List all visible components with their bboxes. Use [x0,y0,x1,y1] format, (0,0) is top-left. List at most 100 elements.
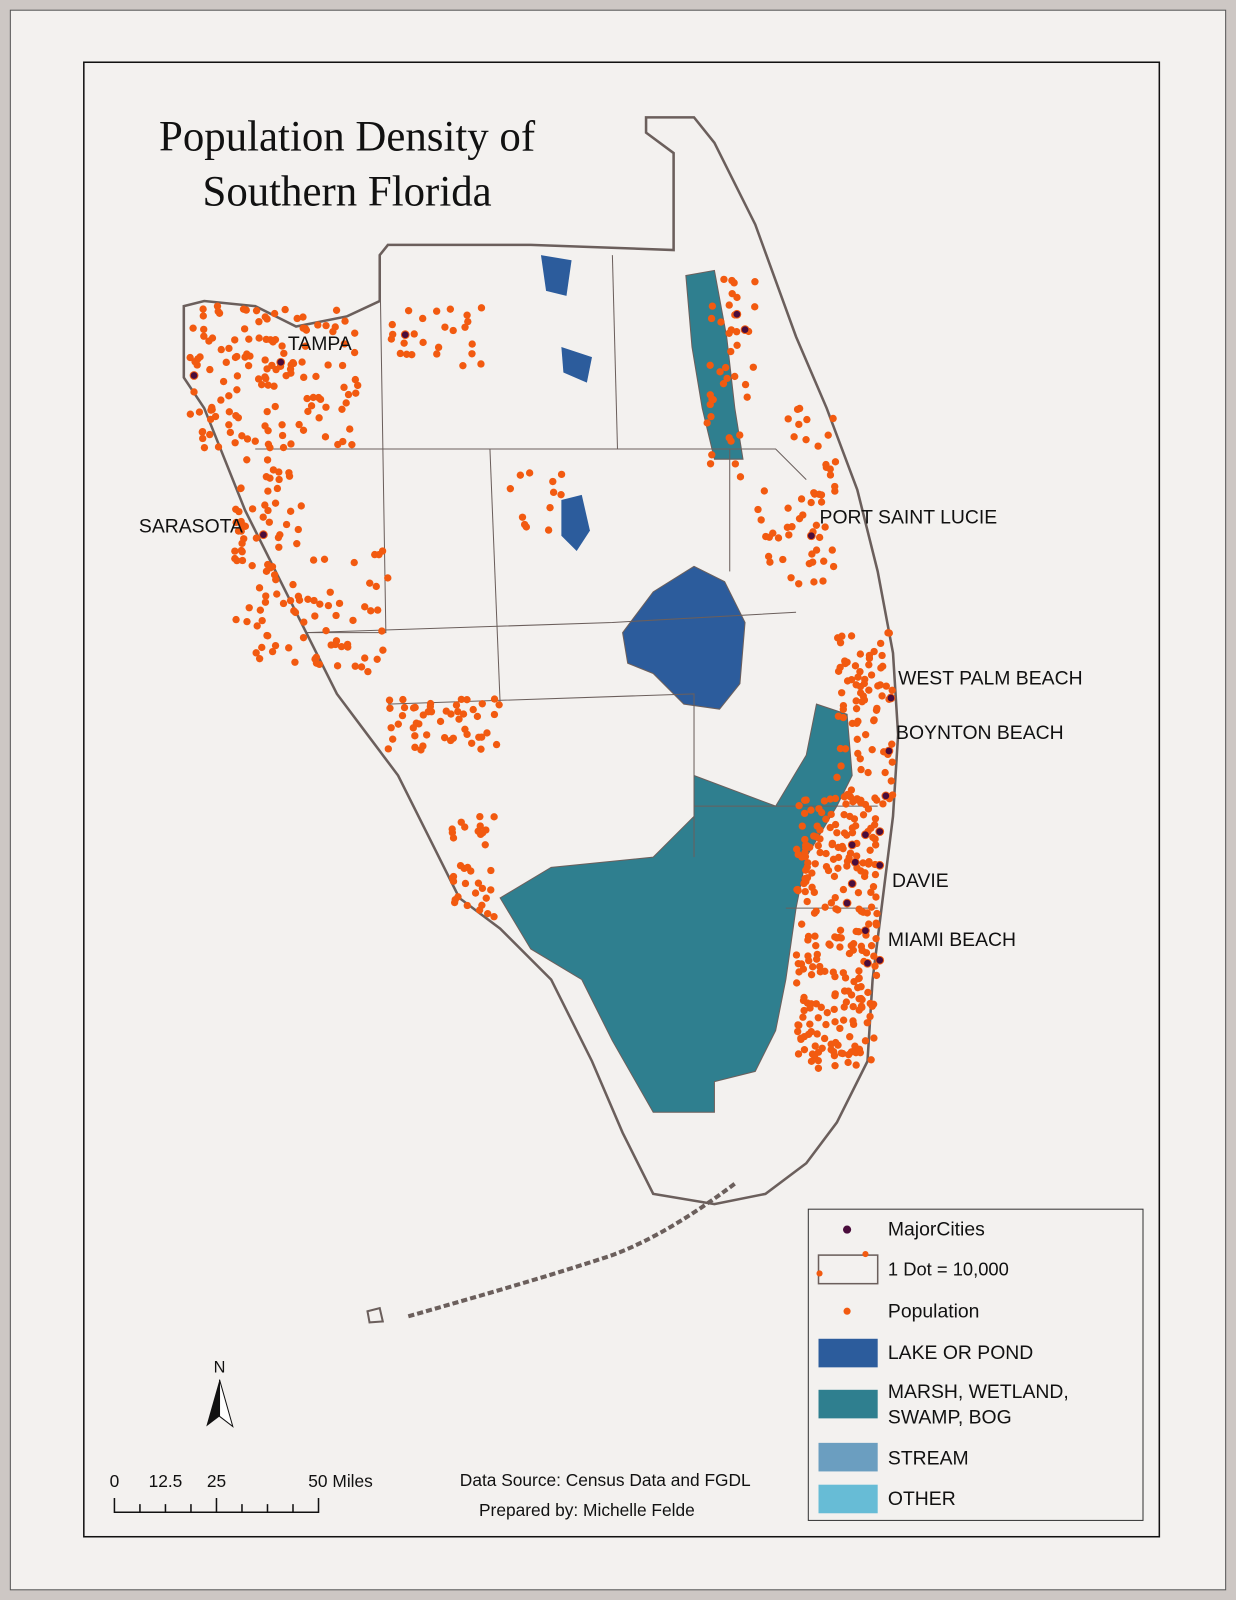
population-dot [831,990,839,998]
legend-city-symbol [843,1225,852,1234]
city-dot [847,879,857,889]
population-dot [199,434,207,443]
population-dot [309,556,318,564]
population-dot [830,872,839,881]
population-dot [477,304,486,312]
population-dot [516,471,525,479]
population-dot [784,415,792,423]
population-dot [302,326,311,334]
population-dot [379,646,387,654]
population-dot [245,604,253,612]
population-dot [312,659,321,667]
population-dot [826,471,835,479]
population-dot [731,460,740,468]
population-dot [871,962,879,970]
population-dot [468,350,476,358]
legend-label: LAKE OR POND [888,1342,1033,1364]
population-dot [829,414,837,423]
population-dot [339,437,347,446]
population-dot [263,407,271,416]
population-dot [788,523,796,531]
population-dot [400,339,408,347]
city-dot [847,840,857,850]
population-dot [238,432,246,440]
population-dot [859,811,868,819]
population-dot [346,425,354,433]
population-dot [799,511,807,519]
population-dot [845,949,854,958]
population-dot [231,439,239,447]
population-dot [733,341,741,349]
population-dot [384,745,392,753]
population-dot [255,584,264,592]
population-dot [378,547,387,555]
population-dot [851,662,860,670]
population-dot [261,373,269,381]
population-dot [816,968,825,976]
population-dot [544,526,553,534]
population-dot [350,348,359,357]
population-dot [338,361,347,370]
population-dot [340,340,349,348]
population-dot [374,606,382,614]
population-dot [827,899,836,907]
population-dot [836,943,844,951]
population-dot [839,1016,848,1024]
population-dot [291,608,300,617]
city-label: BOYNTON BEACH [896,722,1064,744]
population-dot [816,848,824,857]
population-dot [279,443,288,452]
population-dot [222,358,230,367]
population-dot [820,1034,829,1043]
population-dot [855,975,863,983]
population-dot [749,363,757,371]
population-dot [804,1030,813,1039]
population-dot [239,522,247,530]
population-dot [885,629,894,637]
population-dot [840,987,849,995]
population-dot [271,499,280,507]
population-dot [286,507,295,515]
population-dot [264,427,272,435]
population-dot [463,311,471,319]
population-dot [807,971,816,979]
lake [540,255,572,296]
population-dot [836,639,845,647]
population-dot [261,598,270,606]
population-dot [199,312,207,320]
population-dot [827,810,835,819]
population-dot [270,309,279,318]
population-dot [717,318,725,326]
population-dot [817,498,826,506]
population-dot [741,380,750,389]
population-dot [242,306,250,314]
population-dot [333,662,342,670]
population-dot [844,1051,853,1059]
legend-population-symbol [843,1307,851,1315]
population-dot [870,952,878,960]
population-dot [867,671,876,679]
population-dot [821,523,829,531]
population-dot [200,332,208,340]
population-dot [851,822,860,830]
population-dot [822,862,831,871]
population-dot [490,813,498,821]
population-dot [839,701,848,710]
population-dot [324,361,332,369]
population-dot [849,1002,857,1011]
population-dot [287,440,295,448]
population-dot [868,1002,876,1010]
population-dot [787,574,795,582]
population-dot [411,703,419,712]
population-dot [449,326,457,335]
population-dot [278,342,286,350]
population-dot [186,410,195,418]
population-dot [208,403,216,412]
population-dot [865,661,873,669]
population-dot [798,822,806,830]
population-dot [872,921,881,929]
population-dot [225,421,233,429]
population-dot [490,913,498,921]
population-dot [810,578,818,586]
population-dot [471,889,480,897]
